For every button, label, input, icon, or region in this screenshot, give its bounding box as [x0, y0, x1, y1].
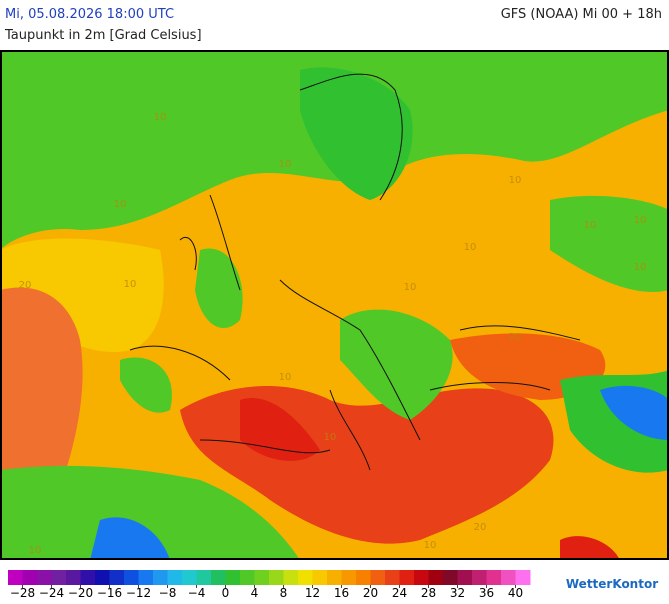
tick-label: −12 [126, 586, 151, 600]
color-swatch [414, 570, 429, 585]
color-swatch [124, 570, 139, 585]
contour-label: 10 [584, 220, 597, 231]
contour-label: 10 [634, 215, 647, 226]
color-swatch [37, 570, 52, 585]
color-swatch [399, 570, 415, 585]
color-swatch [138, 570, 154, 585]
color-swatch [457, 570, 473, 585]
color-swatch [370, 570, 386, 585]
color-swatch [312, 570, 328, 585]
tick-label: 4 [251, 586, 259, 600]
color-swatch [254, 570, 270, 585]
contour-label: 10 [634, 262, 647, 273]
tick-label: 16 [334, 586, 349, 600]
colorbar: −28 −24 −20 −16 −12 −8 −4 0 4 8 12 16 20 24 28 32 36 40 [8, 570, 531, 600]
color-swatch [443, 570, 458, 585]
tick-label: −20 [68, 586, 93, 600]
color-swatch [486, 570, 502, 585]
color-swatch [66, 570, 81, 585]
color-swatch [196, 570, 212, 585]
contour-label: 10 [29, 545, 42, 556]
color-swatch [385, 570, 400, 585]
tick-label: 40 [508, 586, 523, 600]
color-swatch [515, 570, 531, 585]
tick-label: 24 [392, 586, 407, 600]
color-swatch [153, 570, 168, 585]
tick-label: 28 [421, 586, 436, 600]
contour-label: 10 [279, 159, 292, 170]
tick-label: −8 [159, 586, 177, 600]
tick-label: 32 [450, 586, 465, 600]
color-swatch [225, 570, 241, 585]
contour-label: 10 [404, 282, 417, 293]
color-swatch [51, 570, 67, 585]
contour-label: 10 [464, 242, 477, 253]
tick-label: −28 [10, 586, 35, 600]
tick-label: 0 [222, 586, 230, 600]
contour-label: 10 [509, 175, 522, 186]
brand: WetterKontor [566, 577, 658, 591]
color-swatch [341, 570, 357, 585]
color-swatch [95, 570, 110, 585]
color-swatch [8, 570, 23, 585]
contour-label: 10 [424, 540, 437, 551]
tick-label: −16 [97, 586, 122, 600]
tick-label: 36 [479, 586, 494, 600]
color-swatch [283, 570, 299, 585]
tick-label: −4 [188, 586, 206, 600]
color-swatch [428, 570, 444, 585]
color-swatch [109, 570, 125, 585]
color-swatch [298, 570, 313, 585]
contour-label: 10 [154, 112, 167, 123]
color-swatch [269, 570, 284, 585]
color-swatch [356, 570, 371, 585]
color-swatch [472, 570, 487, 585]
color-swatch [211, 570, 226, 585]
contour-label: 10 [279, 372, 292, 383]
tick-label: −24 [39, 586, 64, 600]
color-swatch [327, 570, 342, 585]
color-swatch [182, 570, 197, 585]
tick-label: 8 [280, 586, 288, 600]
map: 10 10 10 10 10 10 10 10 10 20 10 10 10 20 10 20 10 [0, 50, 669, 560]
color-swatch [501, 570, 516, 585]
color-swatch [167, 570, 183, 585]
contour-label: 10 [114, 199, 127, 210]
contour-label: 20 [509, 332, 522, 343]
color-swatch [22, 570, 38, 585]
contour-label: 10 [124, 279, 137, 290]
tick-label: 20 [363, 586, 378, 600]
model-run: GFS (NOAA) Mi 00 + 18h [501, 7, 662, 22]
valid-time: Mi, 05.08.2026 18:00 UTC [5, 7, 174, 22]
parameter: Taupunkt in 2m [Grad Celsius] [4, 28, 202, 43]
color-swatch [80, 570, 96, 585]
color-swatch [240, 570, 255, 585]
tick-label: 12 [305, 586, 320, 600]
contour-label: 20 [474, 522, 487, 533]
contour-label: 10 [324, 432, 337, 443]
contour-label: 20 [19, 280, 32, 291]
